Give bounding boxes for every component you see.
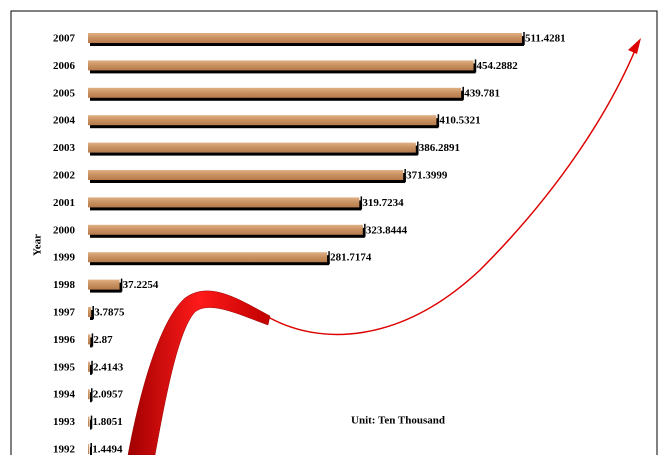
- bar-shadow: [90, 310, 94, 320]
- y-axis-label: Year: [32, 234, 44, 256]
- value-label: 2.87: [93, 334, 113, 346]
- bar: [88, 224, 363, 235]
- bar: [88, 60, 474, 71]
- value-label: 281.7174: [330, 252, 372, 264]
- y-tick-label: 2003: [53, 142, 76, 154]
- trend-line: [139, 47, 637, 455]
- arrow-head: [628, 38, 641, 54]
- annotation: Unit: Ten Thousand: [351, 415, 445, 427]
- y-tick-label: 1998: [53, 279, 76, 291]
- y-tick-label: 2002: [53, 170, 76, 182]
- y-tick-label: 1993: [53, 416, 76, 428]
- value-label: 454.2882: [477, 60, 519, 72]
- value-label: 323.8444: [366, 224, 408, 236]
- y-tick-label: 2001: [53, 197, 75, 209]
- value-label: 511.4281: [525, 33, 566, 45]
- bar: [88, 361, 91, 372]
- bar: [88, 279, 120, 290]
- y-tick-label: 2005: [53, 87, 76, 99]
- bar: [88, 252, 328, 263]
- bar: [88, 416, 90, 427]
- value-label: 410.5321: [439, 115, 480, 127]
- y-tick-label: 2004: [53, 115, 76, 127]
- y-tick-label: 2007: [53, 33, 76, 45]
- bar: [88, 142, 416, 153]
- bar: [88, 87, 462, 98]
- bar-shadow: [90, 337, 93, 348]
- y-tick-label: 1996: [53, 334, 76, 346]
- bar: [88, 389, 90, 400]
- bar: [88, 444, 90, 454]
- y-tick-label: 1992: [53, 444, 76, 455]
- value-label: 319.7234: [362, 197, 404, 209]
- value-label: 439.781: [464, 87, 500, 99]
- trend-ribbon: [127, 290, 271, 455]
- frame: [10, 10, 658, 455]
- y-tick-label: 1994: [53, 389, 76, 401]
- y-tick-label: 1995: [53, 361, 76, 373]
- bar: [88, 197, 360, 208]
- bar: [88, 115, 437, 126]
- bar: [88, 334, 91, 345]
- y-tick-label: 1999: [53, 252, 76, 264]
- value-label: 386.2891: [419, 142, 460, 154]
- y-tick-label: 2000: [53, 224, 76, 236]
- bar-shadow: [90, 392, 92, 403]
- bar: [88, 33, 522, 43]
- value-label: 2.0957: [93, 389, 124, 401]
- value-label: 37.2254: [123, 279, 159, 291]
- bar-shadow: [90, 364, 93, 375]
- y-tick-label: 2006: [53, 60, 76, 72]
- y-tick-label: 1997: [53, 307, 76, 319]
- value-label: 1.8051: [93, 416, 123, 428]
- value-label: 371.3999: [406, 170, 448, 182]
- value-label: 2.4143: [93, 361, 124, 373]
- bar-shadow: [90, 419, 92, 430]
- value-label: 1.4494: [92, 444, 123, 455]
- bar: [88, 307, 92, 317]
- value-label: 3.7875: [94, 307, 125, 319]
- bar: [88, 170, 404, 180]
